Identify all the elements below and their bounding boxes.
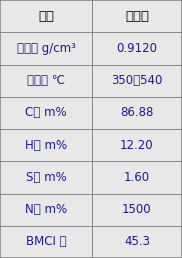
Text: 1.60: 1.60 <box>124 171 150 184</box>
Text: 原料油: 原料油 <box>125 10 149 23</box>
Text: 1500: 1500 <box>122 203 152 216</box>
Text: 密度， g/cm³: 密度， g/cm³ <box>17 42 75 55</box>
Text: 项目: 项目 <box>38 10 54 23</box>
Text: 12.20: 12.20 <box>120 139 154 152</box>
Text: 0.9120: 0.9120 <box>116 42 157 55</box>
Text: C， m%: C， m% <box>25 106 67 119</box>
Text: H， m%: H， m% <box>25 139 67 152</box>
Text: 45.3: 45.3 <box>124 235 150 248</box>
Text: 馏程， ℃: 馏程， ℃ <box>27 74 65 87</box>
Text: 350～540: 350～540 <box>111 74 163 87</box>
Text: BMCI 値: BMCI 値 <box>26 235 66 248</box>
Text: N， m%: N， m% <box>25 203 67 216</box>
Text: 86.88: 86.88 <box>120 106 154 119</box>
Text: S， m%: S， m% <box>26 171 66 184</box>
